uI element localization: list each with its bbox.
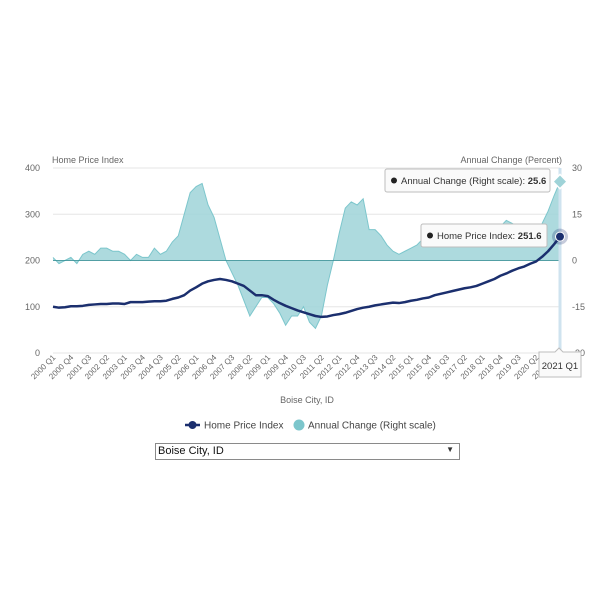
tooltip-bullet-icon — [391, 177, 397, 184]
metro-area-select[interactable]: Boise City, ID ▼ — [155, 443, 460, 460]
annual-change-tooltip: Annual Change (Right scale): 25.6 — [384, 168, 551, 193]
x-crosshair-label: 2021 Q1 — [538, 347, 582, 378]
y-tick-left: 100 — [25, 302, 40, 312]
legend-label-annual-change: Annual Change (Right scale) — [308, 421, 436, 432]
annual-change-tooltip-label: Annual Change (Right scale): — [401, 176, 528, 187]
legend-label-home-price-index: Home Price Index — [204, 421, 283, 432]
right-axis-title: Annual Change (Percent) — [460, 155, 562, 165]
legend-item-home-price-index[interactable]: Home Price Index — [185, 421, 283, 432]
tooltips: Annual Change (Right scale): 25.6 Home P… — [384, 168, 582, 378]
axes: Home Price Index Annual Change (Percent)… — [52, 155, 562, 405]
metro-area-select-value: Boise City, ID — [158, 445, 224, 457]
y-tick-right: 0 — [572, 256, 577, 266]
y-tick-right: -15 — [572, 302, 585, 312]
legend: Home Price Index Annual Change (Right sc… — [185, 419, 436, 432]
legend-item-annual-change[interactable]: Annual Change (Right scale) — [293, 419, 436, 432]
home-price-index-line — [52, 235, 561, 319]
hpi-highlight-point[interactable] — [555, 231, 565, 242]
home-price-index-tooltip: Home Price Index: 251.6 — [420, 223, 548, 248]
legend-line-marker-icon — [188, 421, 197, 429]
annual-change-tooltip-value: 25.6 — [528, 176, 547, 187]
svg-text:Annual Change (Right scale): 2: Annual Change (Right scale): 25.6 — [401, 176, 546, 187]
y-tick-right: 15 — [572, 209, 582, 219]
tooltip-bullet-icon — [427, 232, 433, 239]
home-price-index-tooltip-value: 251.6 — [518, 231, 542, 242]
home-price-index-line-layer — [52, 168, 569, 353]
left-axis-title: Home Price Index — [52, 155, 124, 165]
x-crosshair-text: 2021 Q1 — [542, 361, 578, 372]
y-tick-left: 0 — [35, 348, 40, 358]
chevron-down-icon: ▼ — [446, 445, 454, 454]
x-axis-title: Boise City, ID — [280, 395, 334, 405]
home-price-index-tooltip-label: Home Price Index: — [437, 231, 518, 242]
y-tick-right: 30 — [572, 163, 582, 173]
y-tick-left: 200 — [25, 256, 40, 266]
annual-change-area — [53, 181, 560, 329]
svg-text:Home Price Index: 251.6: Home Price Index: 251.6 — [437, 231, 542, 242]
y-tick-left: 300 — [25, 209, 40, 219]
annual-change-highlight-point[interactable] — [551, 173, 569, 190]
legend-area-marker-icon — [293, 419, 305, 431]
y-tick-left: 400 — [25, 163, 40, 173]
